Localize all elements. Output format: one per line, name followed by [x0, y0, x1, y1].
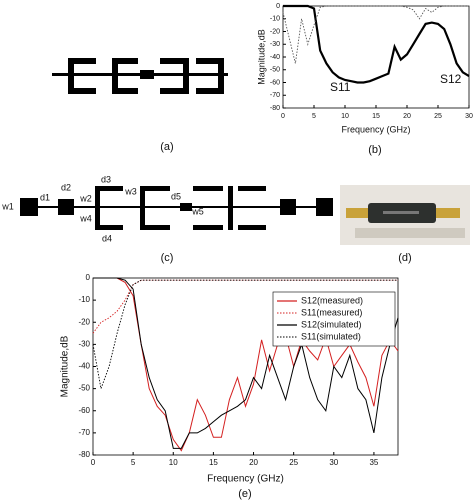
caption: (b) [368, 144, 381, 156]
dimension-label: d3 [101, 174, 111, 184]
x-tick-label: 20 [249, 458, 258, 467]
y-tick-label: 0 [276, 3, 280, 10]
x-tick-label: 10 [341, 113, 349, 120]
photo-d [340, 185, 470, 245]
legend-label: S12(simulated) [301, 319, 362, 329]
y-tick-label: -70 [78, 428, 90, 437]
dimension-label: d5 [171, 191, 181, 201]
dimension-label: w1 [1, 201, 14, 211]
y-tick-label: -40 [78, 362, 90, 371]
annotation: S12 [440, 72, 462, 86]
series-line [92, 279, 398, 391]
dimension-label: d1 [40, 192, 50, 202]
x-tick-label: 10 [169, 458, 178, 467]
y-axis-label: Magnitude,dB [60, 335, 71, 397]
series-line [93, 277, 399, 452]
y-tick-label: -60 [78, 406, 90, 415]
dimension-label: w2 [79, 193, 92, 203]
series-line [282, 5, 469, 64]
caption: (e) [238, 488, 251, 500]
y-tick-label: -50 [78, 384, 90, 393]
y-tick-label: -20 [78, 317, 90, 326]
y-tick-label: -60 [270, 79, 280, 86]
diagram-a [52, 58, 228, 94]
y-axis-label: Magnitude,dB [256, 29, 266, 85]
caption: (a) [160, 141, 173, 153]
diagram-c-labels: w1 d1 d2 d3 w3 w2 w4 d4 d5 w5 [1, 174, 204, 243]
x-tick-label: 20 [403, 113, 411, 120]
x-axis-label: Frequency (GHz) [341, 124, 410, 134]
y-tick-label: -50 [270, 67, 280, 74]
series-line [283, 4, 470, 84]
x-axis-label: Frequency (GHz) [207, 474, 284, 485]
x-tick-label: 15 [209, 458, 218, 467]
y-tick-label: -80 [78, 450, 90, 459]
x-tick-label: 5 [312, 113, 316, 120]
x-tick-label: 25 [434, 113, 442, 120]
x-tick-label: 0 [281, 113, 285, 120]
legend-label: S11(measured) [301, 307, 362, 317]
y-tick-label: -20 [270, 28, 280, 35]
plot-frame [282, 5, 470, 109]
y-tick-label: -80 [270, 105, 280, 112]
x-tick-label: 5 [131, 458, 136, 467]
dimension-label: d2 [61, 182, 71, 192]
caption: (d) [398, 252, 411, 264]
legend-label: S12(measured) [301, 295, 363, 305]
x-tick-label: 35 [369, 458, 378, 467]
dimension-label: w5 [191, 206, 204, 216]
diagram-c [20, 186, 333, 230]
x-tick-label: 30 [329, 458, 338, 467]
dimension-label: d4 [102, 233, 112, 243]
y-tick-label: -10 [78, 295, 90, 304]
y-tick-label: -30 [78, 339, 90, 348]
x-tick-label: 15 [372, 113, 380, 120]
x-tick-label: 30 [465, 113, 473, 120]
legend-label: S11(simulated) [301, 331, 361, 341]
y-tick-label: 0 [86, 273, 91, 282]
y-tick-label: -40 [270, 54, 280, 61]
dimension-label: w3 [124, 186, 137, 196]
annotation: S11 [330, 80, 351, 94]
y-tick-label: -10 [270, 16, 280, 23]
dimension-label: w4 [79, 213, 92, 223]
y-tick-label: -30 [270, 41, 280, 48]
x-tick-label: 0 [91, 458, 96, 467]
series-line [93, 277, 399, 449]
y-tick-label: -70 [270, 92, 280, 99]
caption: (c) [161, 252, 174, 264]
x-tick-label: 25 [289, 458, 298, 467]
